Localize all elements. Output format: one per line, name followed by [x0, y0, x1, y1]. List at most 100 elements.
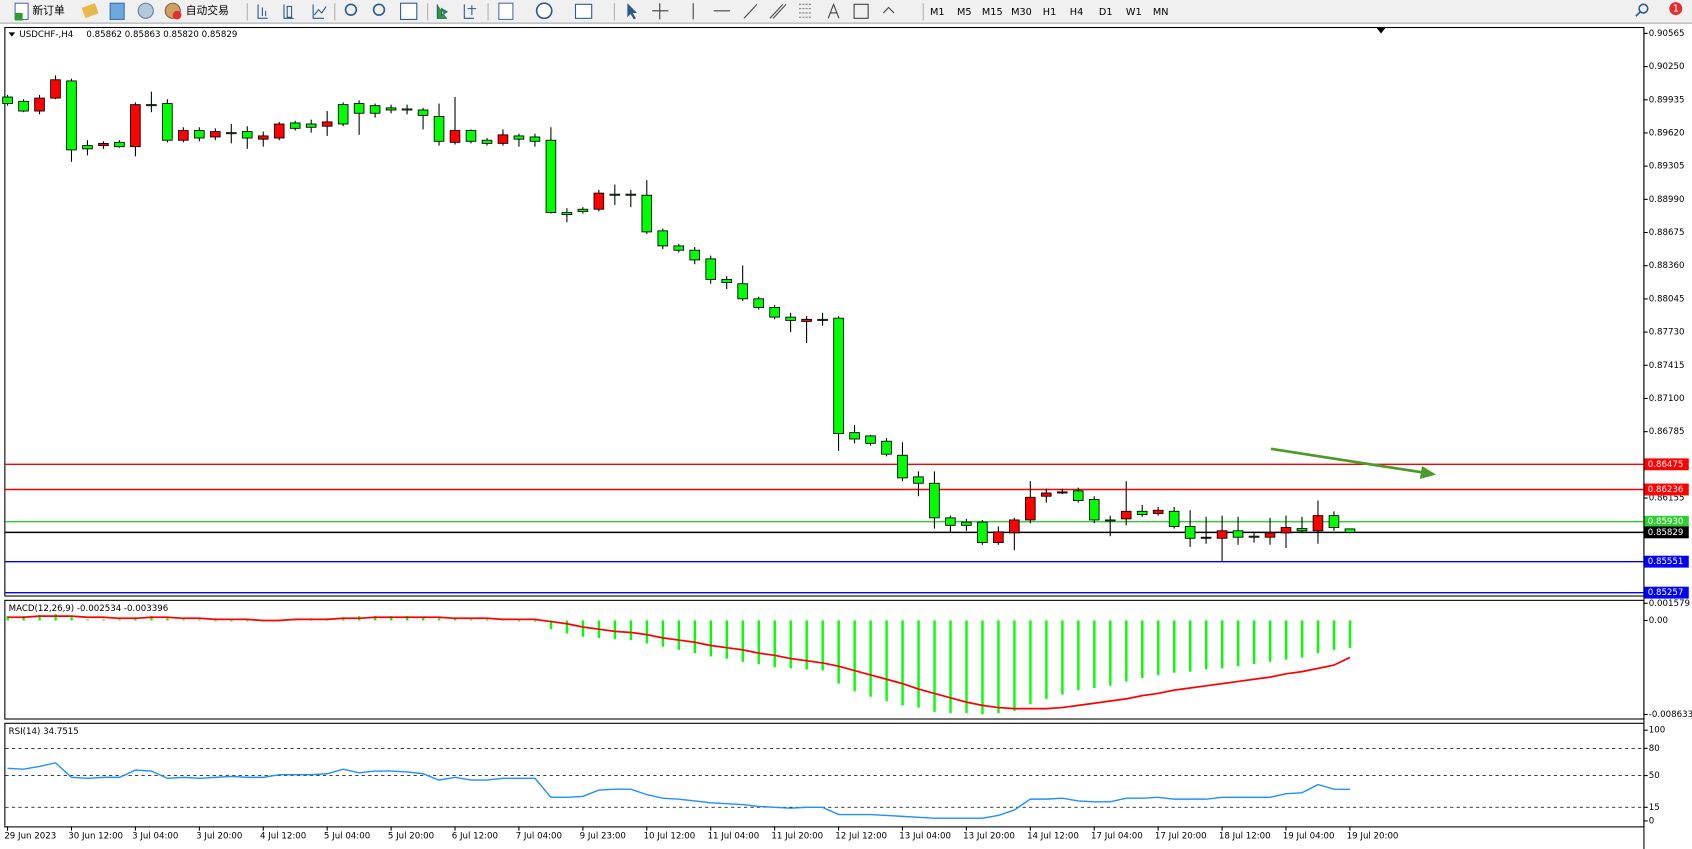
macd-bar — [661, 620, 665, 647]
candle-body — [1120, 510, 1132, 520]
channel-button[interactable] — [769, 3, 787, 19]
candle-body — [481, 139, 493, 144]
icon-button[interactable] — [257, 4, 268, 19]
candle-body — [417, 109, 429, 116]
macd-signal-line — [7, 615, 1351, 710]
level-label-bg — [1644, 515, 1689, 528]
tile-button[interactable] — [400, 2, 418, 20]
level-label-bg — [1644, 586, 1689, 599]
candle-body — [529, 136, 541, 142]
macd-bar — [390, 616, 393, 621]
macd-bar — [1332, 620, 1336, 650]
candle-body — [449, 130, 461, 143]
macd-bar — [757, 620, 760, 665]
level-label: 0.85257 — [1648, 588, 1684, 598]
text-button[interactable] — [827, 2, 840, 19]
badge-count: 1 — [1673, 4, 1679, 15]
timeframe-button[interactable]: M1 — [930, 7, 945, 18]
macd-bar — [1268, 620, 1272, 662]
new-order-button[interactable]: 新订单 — [14, 2, 65, 21]
candle-body — [257, 135, 269, 140]
icon-button[interactable] — [312, 4, 327, 19]
time-tick-label: 13 Jul 20:00 — [963, 832, 1015, 842]
candle-body — [146, 104, 157, 107]
search-button[interactable] — [1638, 3, 1649, 14]
candle-body — [337, 104, 349, 125]
price-tick-label: 0.90250 — [1649, 62, 1685, 72]
timeframe-button[interactable]: M15 — [982, 7, 1003, 18]
candle-body — [561, 212, 573, 216]
macd-bar — [821, 620, 824, 671]
level-label: 0.85551 — [1648, 557, 1684, 567]
toolbar: 新订单 自动交易 M1 — [0, 0, 1692, 24]
level-label: 0.85829 — [1648, 528, 1684, 538]
time-tick-label: 19 Jul 04:00 — [1283, 832, 1335, 842]
icon-button[interactable] — [463, 4, 477, 19]
icon-button[interactable] — [283, 4, 294, 19]
macd-bar — [629, 620, 633, 641]
candle-body — [1184, 526, 1196, 539]
candle-body — [1088, 499, 1100, 521]
trendline-button[interactable] — [743, 3, 758, 19]
time-tick-label: 19 Jul 20:00 — [1347, 832, 1399, 842]
macd-bar — [1173, 620, 1176, 673]
icon-button[interactable] — [137, 2, 154, 19]
macd-bar — [70, 617, 73, 621]
candle-body — [66, 80, 77, 151]
icon-button[interactable] — [436, 4, 449, 19]
indicators-button[interactable] — [498, 2, 514, 20]
crosshair-button[interactable] — [652, 3, 669, 20]
candle-body — [1248, 535, 1260, 538]
auto-trading-button[interactable]: 自动交易 — [164, 2, 229, 20]
candle-body — [769, 307, 780, 318]
candle-body — [673, 245, 685, 251]
price-tick-label: 0.89935 — [1649, 95, 1685, 105]
timeframe-button[interactable]: H1 — [1043, 7, 1056, 18]
macd-bar — [837, 620, 840, 684]
templates-button[interactable] — [574, 3, 593, 19]
rsi-tick-label: 0 — [1649, 816, 1655, 826]
zoom-in-button[interactable] — [344, 3, 358, 16]
candle-body — [865, 435, 876, 444]
timeframe-button[interactable]: H4 — [1070, 7, 1083, 18]
candle-body — [1296, 528, 1308, 532]
level-label-bg — [1644, 458, 1689, 471]
macd-bar — [150, 616, 153, 621]
candle-body — [1168, 510, 1180, 527]
candle-body — [2, 96, 13, 104]
macd-bar — [1125, 620, 1128, 682]
arrows-button[interactable] — [882, 6, 895, 14]
macd-bar — [1029, 620, 1032, 705]
icon-button[interactable] — [81, 3, 99, 19]
label-button[interactable] — [853, 3, 869, 19]
level-label: 0.86236 — [1648, 485, 1684, 495]
timeframe-button[interactable]: M5 — [957, 7, 972, 18]
time-tick-label: 10 Jul 12:00 — [644, 832, 696, 842]
candle-body — [929, 482, 940, 519]
timeframe-button[interactable]: D1 — [1099, 7, 1113, 18]
macd-bar — [773, 620, 776, 668]
time-tick-label: 3 Jul 04:00 — [132, 832, 178, 842]
periods-button[interactable] — [535, 2, 553, 20]
notifications-button[interactable]: 1 — [1669, 2, 1683, 16]
candle-body — [1056, 491, 1068, 494]
candle-body — [1200, 536, 1212, 539]
price-tick-label: 0.86785 — [1649, 427, 1685, 437]
timeframe-button[interactable]: M30 — [1011, 7, 1032, 18]
timeframe-button[interactable]: W1 — [1126, 7, 1142, 18]
candle-body — [1312, 515, 1324, 532]
candle-body — [273, 123, 285, 139]
timeframe-button[interactable]: MN — [1153, 7, 1169, 18]
cursor-button[interactable] — [627, 3, 638, 20]
candle-body — [50, 79, 61, 99]
icon-button[interactable] — [109, 2, 125, 20]
macd-bar — [965, 620, 968, 714]
price-tick-label: 0.88675 — [1649, 228, 1685, 238]
icon — [172, 10, 182, 20]
zoom-out-button[interactable] — [372, 3, 386, 16]
macd-bar — [198, 619, 201, 621]
macd-bar — [485, 619, 489, 621]
candle-body — [433, 115, 445, 142]
